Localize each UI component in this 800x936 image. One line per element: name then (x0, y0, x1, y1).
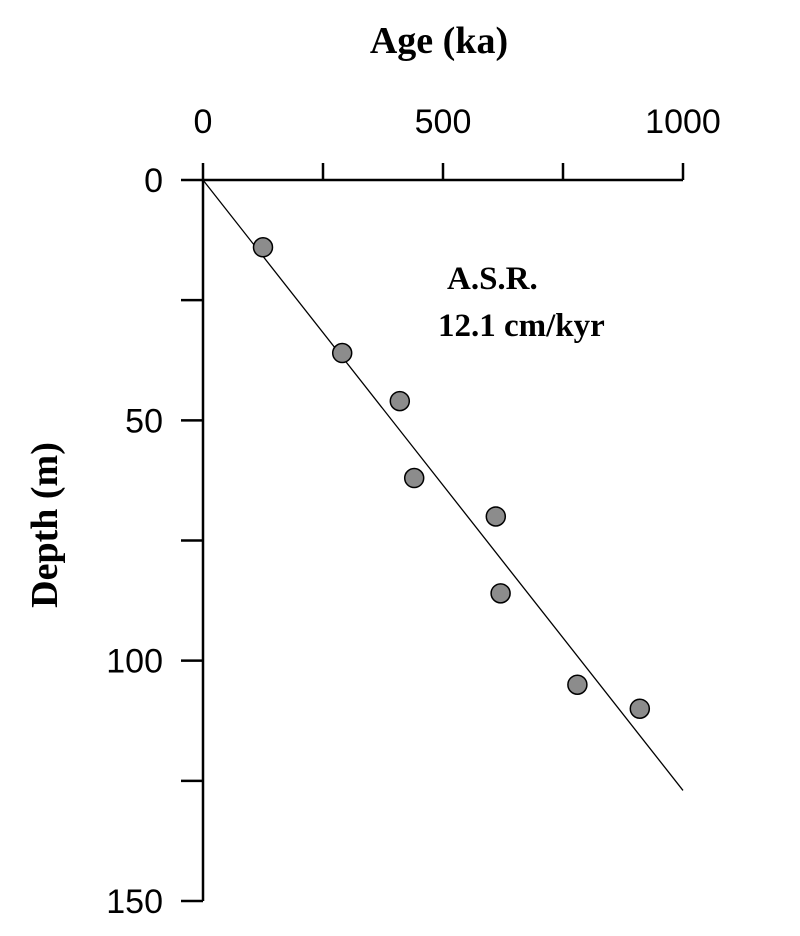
data-point (629, 698, 651, 719)
data-point (252, 237, 274, 258)
x-tick-label: 1000 (645, 103, 721, 141)
x-tick-label: 500 (415, 103, 472, 141)
x-tick-label: 0 (194, 103, 213, 141)
data-point (403, 467, 425, 489)
y-tick-label: 50 (125, 402, 163, 440)
data-point (389, 390, 411, 412)
data-point (331, 342, 353, 364)
asr-rate-label: 12.1 cm/kyr (438, 308, 605, 344)
y-axis-title: Depth (m) (24, 442, 66, 608)
regression-line (202, 179, 684, 791)
data-point (485, 506, 507, 527)
y-tick-label: 100 (106, 643, 163, 681)
y-tick-label: 0 (144, 162, 163, 200)
y-axis: 0 50 100 150 (106, 162, 205, 921)
asr-label: A.S.R. (447, 261, 538, 297)
data-points (252, 237, 651, 719)
fit-line-group (202, 179, 684, 791)
data-point (567, 674, 588, 695)
y-tick-label: 150 (106, 883, 163, 921)
data-point (490, 583, 511, 604)
x-axis-title: Age (ka) (370, 20, 508, 62)
x-axis: 0 500 1000 (194, 103, 721, 182)
